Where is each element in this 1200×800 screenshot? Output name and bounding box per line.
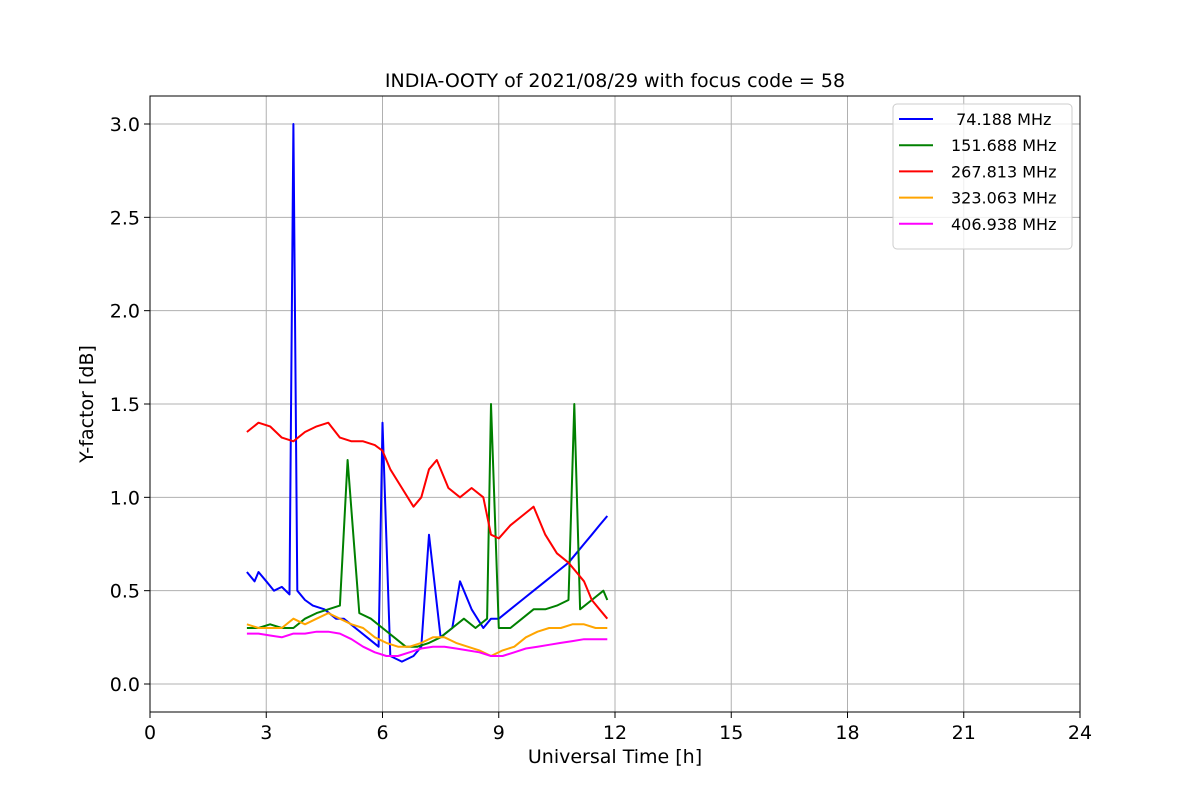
legend: 74.188 MHz 151.688 MHz 267.813 MHz 323.063 … (892, 103, 1073, 250)
legend-label: 74.188 MHz (951, 110, 1051, 129)
y-tick-label: 0.5 (110, 581, 140, 603)
chart-title: INDIA-OOTY of 2021/08/29 with focus code… (385, 70, 845, 92)
y-tick-label: 3.0 (110, 114, 140, 136)
x-tick-label: 9 (493, 722, 505, 744)
y-tick-label: 0.0 (110, 674, 140, 696)
x-tick-label: 6 (376, 722, 388, 744)
x-tick-label: 12 (603, 722, 627, 744)
y-ticks: 0.0 0.5 1.0 1.5 2.0 2.5 3.0 (110, 114, 150, 696)
x-tick-label: 15 (719, 722, 743, 744)
x-ticks: 0 3 6 9 12 15 18 21 24 (144, 712, 1092, 744)
series-layer (246, 123, 609, 663)
series-line-3 (246, 612, 608, 657)
y-tick-label: 2.0 (110, 301, 140, 323)
series-line-4 (246, 630, 608, 657)
x-tick-label: 18 (835, 722, 859, 744)
x-tick-label: 24 (1068, 722, 1092, 744)
legend-box (892, 103, 1073, 250)
x-tick-label: 21 (952, 722, 976, 744)
y-tick-label: 2.5 (110, 207, 140, 229)
legend-label: 323.063 MHz (951, 189, 1056, 208)
series-line-0 (246, 123, 609, 663)
legend-label: 151.688 MHz (951, 136, 1056, 155)
y-tick-label: 1.0 (110, 487, 140, 509)
x-tick-label: 0 (144, 722, 156, 744)
y-axis-label: Y-factor [dB] (76, 345, 98, 464)
legend-label: 406.938 MHz (951, 215, 1056, 234)
series-line-2 (246, 421, 609, 620)
y-tick-label: 1.5 (110, 394, 140, 416)
x-axis-label: Universal Time [h] (528, 746, 702, 768)
legend-label: 267.813 MHz (951, 162, 1056, 181)
x-tick-label: 3 (260, 722, 272, 744)
